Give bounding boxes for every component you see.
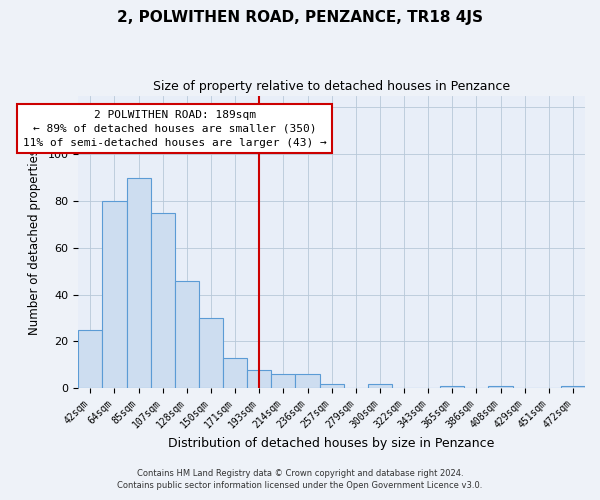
Bar: [175, 280, 199, 388]
Title: Size of property relative to detached houses in Penzance: Size of property relative to detached ho…: [153, 80, 510, 93]
X-axis label: Distribution of detached houses by size in Penzance: Distribution of detached houses by size …: [169, 437, 495, 450]
Bar: [488, 386, 512, 388]
Bar: [199, 318, 223, 388]
Bar: [271, 374, 295, 388]
Bar: [79, 330, 103, 388]
Bar: [151, 212, 175, 388]
Bar: [561, 386, 585, 388]
Bar: [320, 384, 344, 388]
Bar: [295, 374, 320, 388]
Text: 2, POLWITHEN ROAD, PENZANCE, TR18 4JS: 2, POLWITHEN ROAD, PENZANCE, TR18 4JS: [117, 10, 483, 25]
Bar: [223, 358, 247, 388]
Text: Contains HM Land Registry data © Crown copyright and database right 2024.
Contai: Contains HM Land Registry data © Crown c…: [118, 468, 482, 490]
Bar: [247, 370, 271, 388]
Bar: [127, 178, 151, 388]
Text: 2 POLWITHEN ROAD: 189sqm
← 89% of detached houses are smaller (350)
11% of semi-: 2 POLWITHEN ROAD: 189sqm ← 89% of detach…: [23, 110, 326, 148]
Y-axis label: Number of detached properties: Number of detached properties: [28, 149, 41, 335]
Bar: [368, 384, 392, 388]
Bar: [440, 386, 464, 388]
Bar: [103, 201, 127, 388]
